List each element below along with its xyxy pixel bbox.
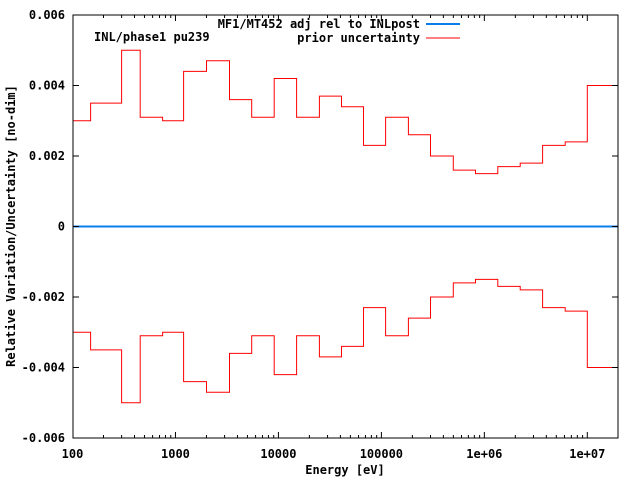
legend-label-adjustment: MF1/MT452 adj rel to INLpost (218, 17, 420, 31)
y-tick-label: 0.004 (29, 79, 65, 93)
plot-marks (73, 49, 618, 404)
series-prior-uncertainty-lower (73, 278, 618, 404)
x-tick-label: 100000 (360, 447, 403, 461)
axis-ticks: 0.006 0.004 0.002 0 -0.002 -0.004 -0.006 100 100… (22, 8, 618, 461)
x-tick-label: 1e+07 (569, 447, 605, 461)
x-tick-label: 10000 (260, 447, 296, 461)
y-tick-label: -0.002 (22, 290, 65, 304)
legend: MF1/MT452 adj rel to INLpost prior uncer… (218, 17, 460, 45)
x-tick-label: 100 (62, 447, 84, 461)
y-tick-label: 0.002 (29, 149, 65, 163)
y-tick-label: -0.004 (22, 361, 65, 375)
x-tick-label: 1000 (161, 447, 190, 461)
x-tick-label: 1e+06 (466, 447, 502, 461)
y-tick-label: 0 (58, 220, 65, 234)
x-axis-label: Energy [eV] (305, 463, 384, 477)
legend-label-prior-uncertainty: prior uncertainty (297, 31, 420, 45)
y-tick-label: 0.006 (29, 8, 65, 22)
annotation-label: INL/phase1 pu239 (94, 30, 210, 44)
series-prior-uncertainty-upper (73, 49, 618, 175)
y-axis-label: Relative Variation/Uncertainty [no-dim] (4, 85, 18, 367)
y-tick-label: -0.006 (22, 431, 65, 445)
